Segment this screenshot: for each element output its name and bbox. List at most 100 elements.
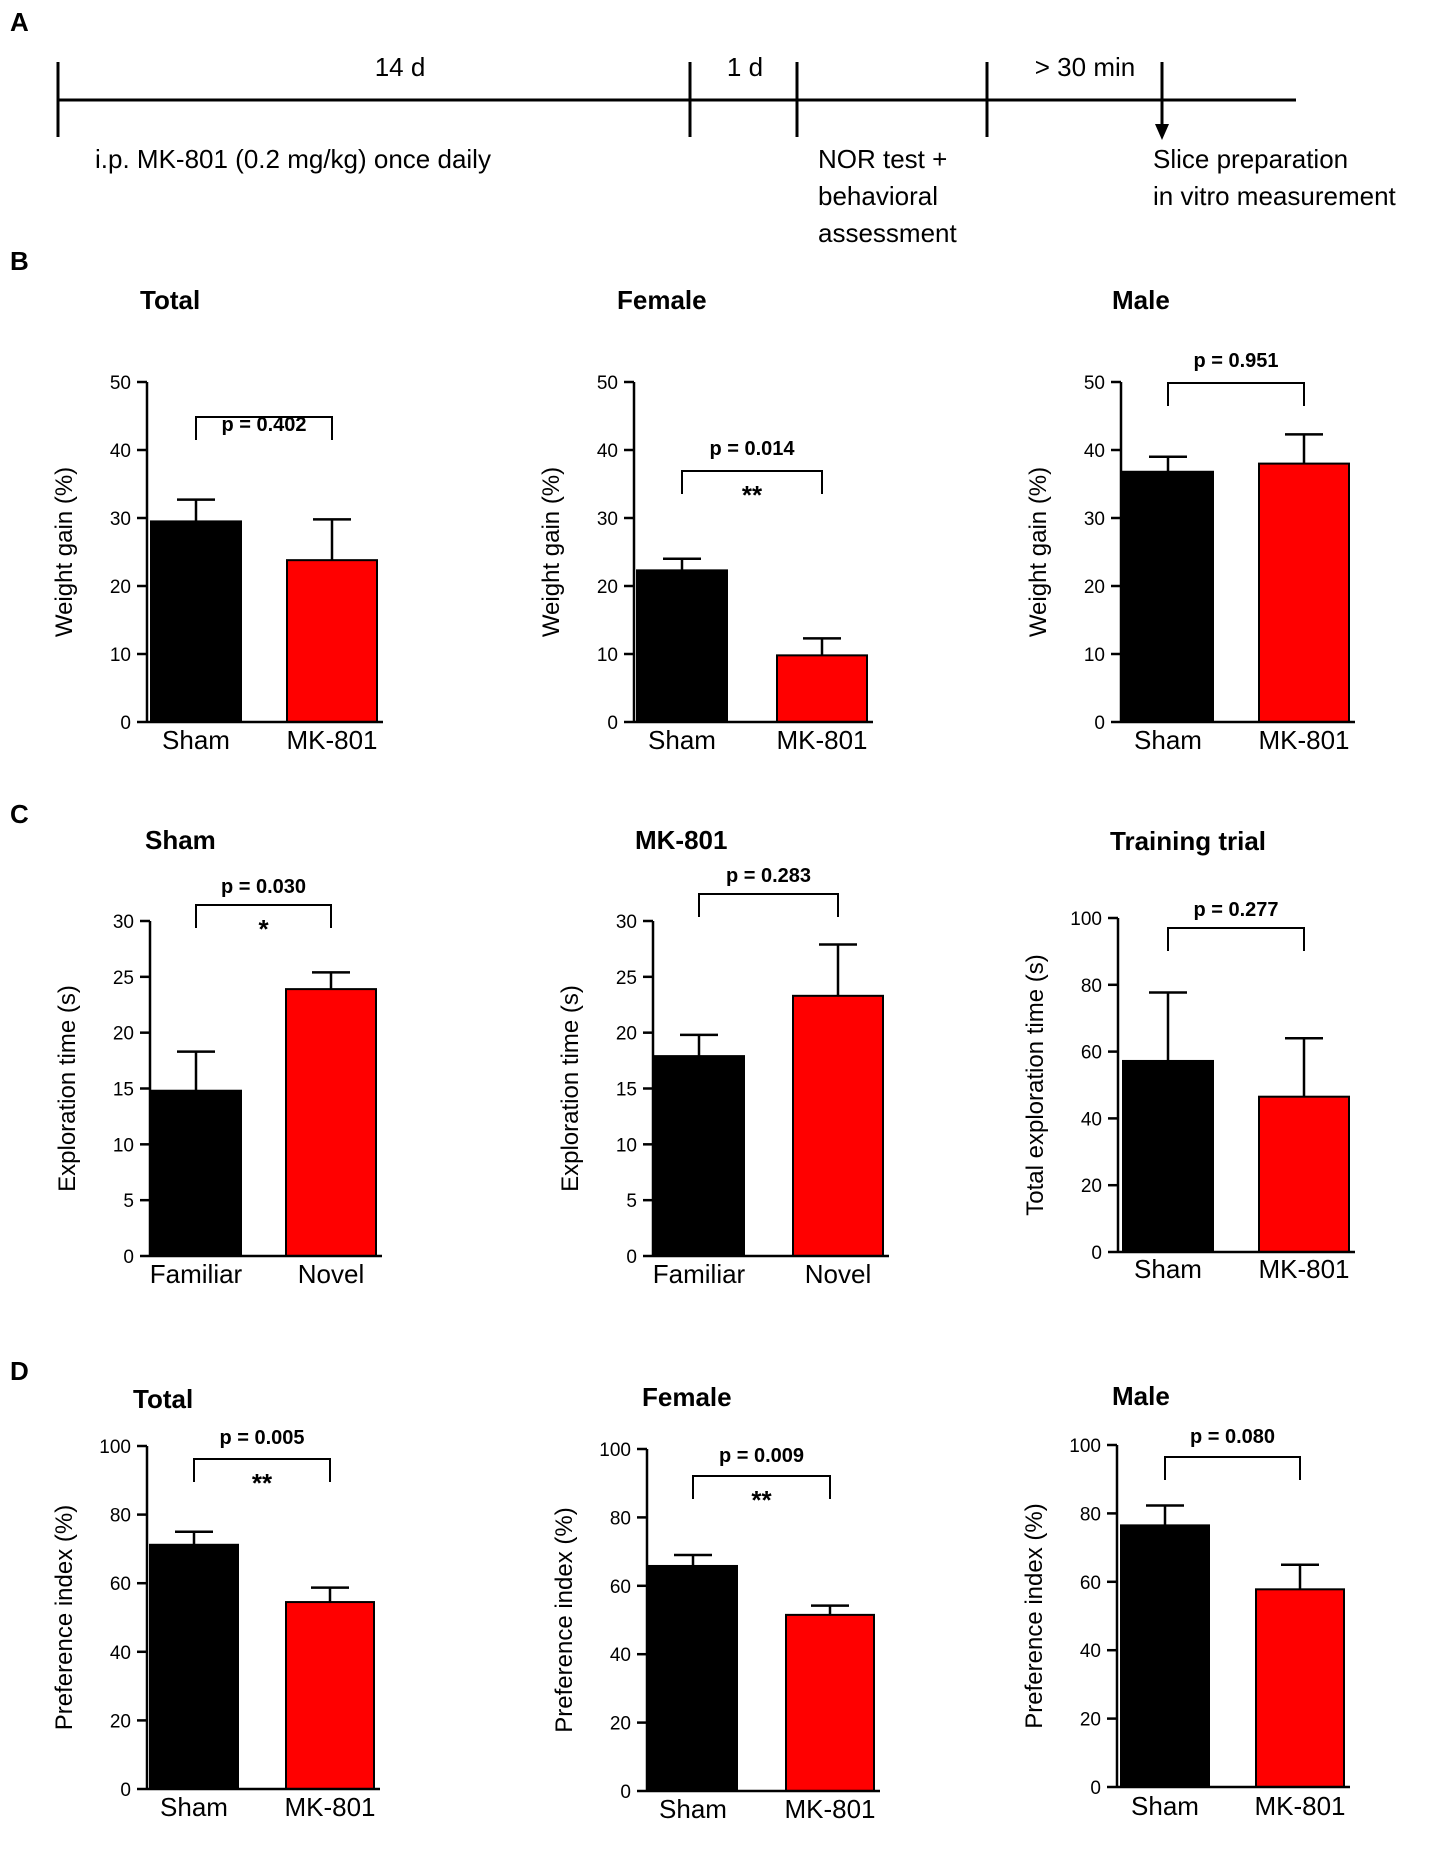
- category-label: MK-801: [784, 1794, 875, 1824]
- p-value-label: p = 0.030: [221, 876, 306, 898]
- timeline: 14 d 1 d > 30 min i.p. MK-801 (0.2 mg/kg…: [56, 52, 1397, 248]
- chart-d-female: Female Sham MK-801 0 20 40 60 80 100 Preference i…: [551, 1382, 880, 1824]
- category-label: Familiar: [150, 1259, 243, 1289]
- bar-control: [150, 520, 242, 724]
- y-tick-label: 0: [626, 1247, 637, 1268]
- y-tick-label: 25: [616, 968, 637, 989]
- chart-c-training: Training trial Sham MK-801 0 20 40 60 80 100 Tota…: [1022, 826, 1355, 1284]
- y-tick-label: 60: [1080, 1573, 1101, 1594]
- y-tick-label: 10: [616, 1135, 637, 1156]
- y-tick-label: 40: [597, 441, 618, 462]
- category-label: MK-801: [1254, 1791, 1345, 1821]
- y-tick-label: 30: [616, 912, 637, 933]
- y-tick-label: 0: [120, 1780, 131, 1801]
- y-tick-label: 80: [1081, 976, 1102, 997]
- timeline-test-line-2: behavioral: [818, 181, 938, 211]
- y-tick-label: 60: [1081, 1043, 1102, 1064]
- y-axis-label: Exploration time (s): [557, 985, 584, 1192]
- y-axis-label: Weight gain (%): [538, 467, 565, 637]
- significance-bracket: [1164, 1456, 1301, 1480]
- y-tick-label: 5: [123, 1191, 134, 1212]
- chart-title: MK-801: [635, 825, 727, 855]
- y-tick-label: 15: [616, 1080, 637, 1101]
- timeline-end-line-1: Slice preparation: [1153, 144, 1348, 174]
- p-value-label: p = 0.402: [221, 414, 306, 436]
- y-tick-label: 20: [597, 577, 618, 598]
- category-label: MK-801: [776, 725, 867, 755]
- y-tick-label: 30: [1084, 509, 1105, 530]
- y-tick-label: 0: [1090, 1778, 1101, 1799]
- chart-title: Sham: [145, 825, 216, 855]
- category-label: Novel: [298, 1259, 364, 1289]
- significance-bracket: [195, 904, 332, 928]
- timeline-test-line-1: NOR test +: [818, 144, 947, 174]
- panel-label-a: A: [10, 7, 29, 37]
- y-tick-label: 20: [110, 1711, 131, 1732]
- bar-treatment: [1258, 1095, 1350, 1253]
- bar-control: [648, 1564, 738, 1792]
- chart-title: Total: [140, 285, 200, 315]
- category-label: Sham: [1134, 725, 1202, 755]
- chart-title: Female: [617, 285, 707, 315]
- y-tick-label: 10: [110, 645, 131, 666]
- y-axis-label: Weight gain (%): [1025, 467, 1052, 637]
- y-tick-label: 100: [99, 1437, 131, 1458]
- significance-stars: **: [742, 480, 763, 510]
- y-tick-label: 100: [1070, 909, 1102, 930]
- timeline-segment-30min: > 30 min: [1035, 52, 1135, 82]
- y-axis-label: Preference index (%): [1021, 1503, 1048, 1728]
- bar-treatment: [285, 988, 377, 1257]
- y-tick-label: 0: [1091, 1243, 1102, 1264]
- y-tick-label: 20: [110, 577, 131, 598]
- chart-title: Training trial: [1110, 826, 1266, 856]
- bar-treatment: [286, 559, 378, 723]
- category-label: Sham: [659, 1794, 727, 1824]
- y-axis-label: Preference index (%): [551, 1507, 578, 1732]
- panel-label-c: C: [10, 799, 29, 829]
- y-tick-label: 20: [616, 1024, 637, 1045]
- y-tick-label: 0: [1094, 713, 1105, 734]
- y-tick-label: 20: [1081, 1176, 1102, 1197]
- bar-control: [150, 1089, 242, 1257]
- timeline-segment-14d: 14 d: [375, 52, 426, 82]
- y-tick-label: 50: [110, 373, 131, 394]
- category-label: MK-801: [286, 725, 377, 755]
- p-value-label: p = 0.951: [1193, 350, 1278, 372]
- significance-bracket: [195, 416, 333, 440]
- y-tick-label: 40: [1081, 1109, 1102, 1130]
- significance-stars: **: [252, 1468, 273, 1498]
- bar-control: [1122, 1059, 1214, 1254]
- y-tick-label: 100: [599, 1440, 631, 1461]
- category-label: Sham: [1131, 1791, 1199, 1821]
- significance-bracket: [193, 1458, 331, 1482]
- timeline-segment-1d: 1 d: [727, 52, 763, 82]
- y-tick-label: 25: [113, 968, 134, 989]
- bar-treatment: [785, 1613, 875, 1792]
- chart-b-total: Total Sham MK-801 0 10 20 30 40 50 Weight gain (%…: [51, 285, 383, 755]
- p-value-label: p = 0.080: [1190, 1426, 1275, 1448]
- significance-bracket: [698, 893, 839, 917]
- p-value-label: p = 0.005: [219, 1427, 304, 1449]
- y-tick-label: 60: [610, 1577, 631, 1598]
- y-tick-label: 0: [120, 713, 131, 734]
- panel-label-b: B: [10, 246, 29, 276]
- y-tick-label: 40: [1080, 1641, 1101, 1662]
- timeline-treatment-text: i.p. MK-801 (0.2 mg/kg) once daily: [95, 144, 491, 174]
- y-tick-label: 0: [620, 1782, 631, 1803]
- y-tick-label: 100: [1069, 1436, 1101, 1457]
- y-axis-label: Preference index (%): [51, 1505, 78, 1730]
- timeline-test-line-3: assessment: [818, 218, 957, 248]
- significance-bracket: [681, 470, 823, 494]
- chart-title: Total: [133, 1384, 193, 1414]
- significance-stars: *: [258, 914, 269, 944]
- y-tick-label: 80: [1080, 1504, 1101, 1525]
- bar-control: [653, 1055, 745, 1258]
- y-tick-label: 10: [1084, 645, 1105, 666]
- category-label: Novel: [805, 1259, 871, 1289]
- category-label: Sham: [162, 725, 230, 755]
- y-axis-label: Weight gain (%): [51, 467, 78, 637]
- p-value-label: p = 0.283: [726, 865, 811, 887]
- bar-control: [636, 569, 728, 723]
- chart-c-mk801: MK-801 Familiar Novel 0 5 10 15 20 25 30 Explorati…: [557, 825, 889, 1289]
